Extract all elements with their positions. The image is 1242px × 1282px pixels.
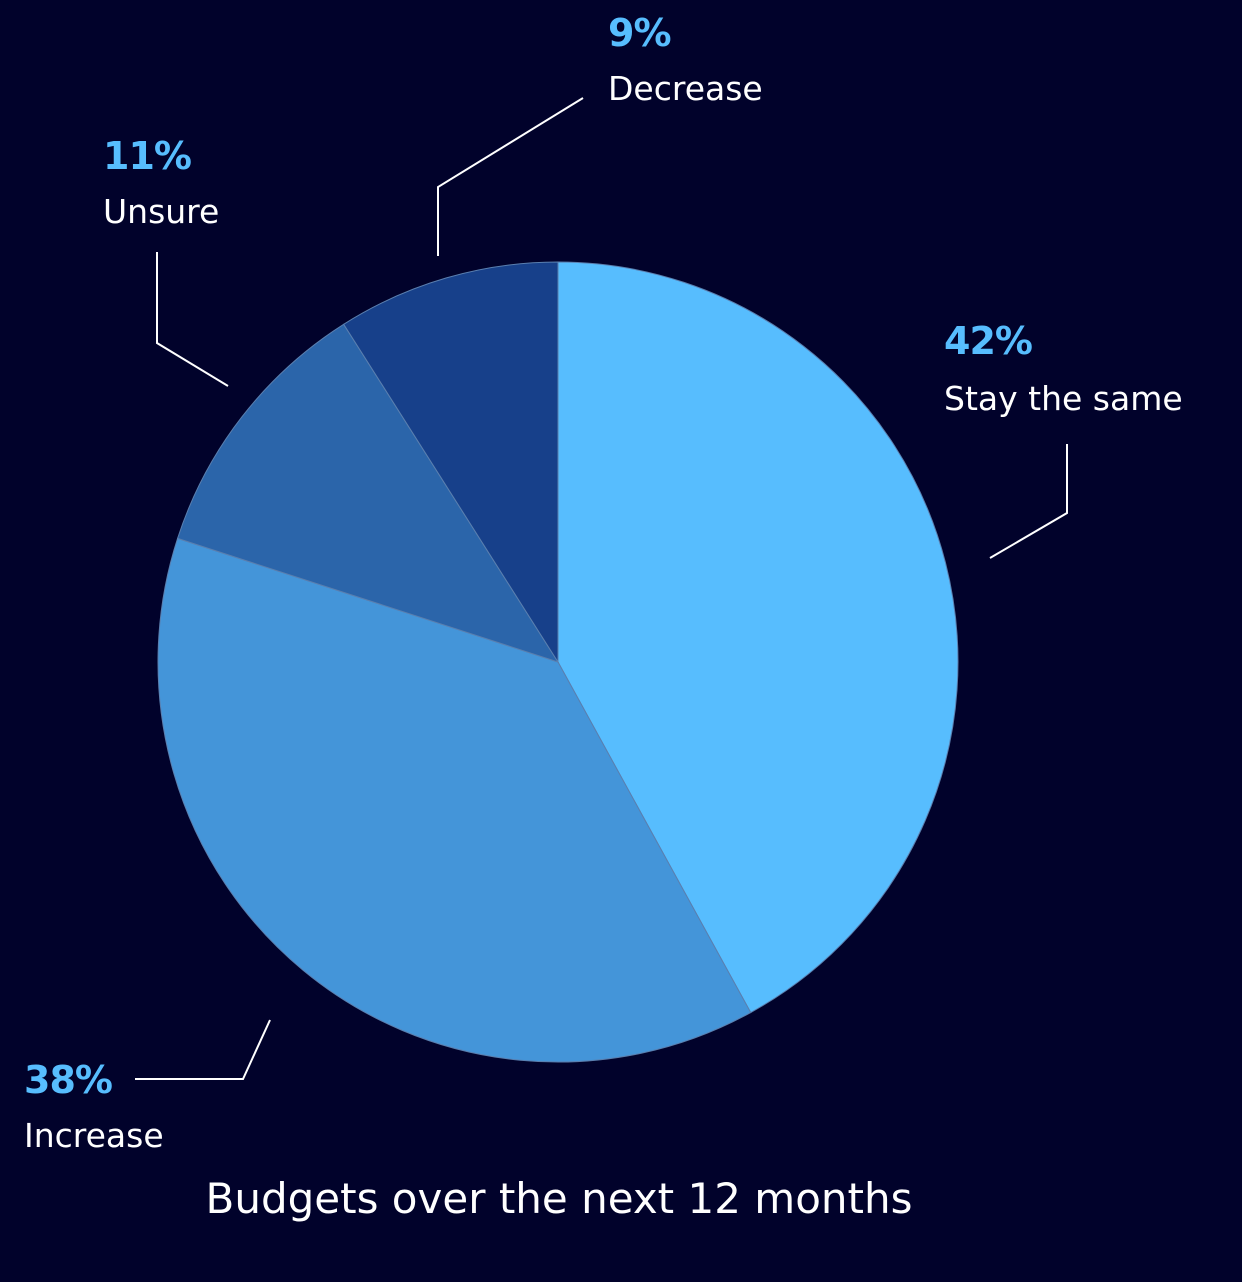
pie-slice-increase [157,537,752,1063]
pie-slices [157,261,959,1063]
pie-slice-stay-the-same [557,261,959,1014]
leader-line-decrease [437,97,584,256]
slice-value-label-increase: 38% [24,1058,113,1102]
chart-title: Budgets over the next 12 months [205,1174,913,1223]
pie-slice-decrease [342,261,559,664]
leader-line-unsure [156,252,229,387]
label-group-stay-the-same: 42% Stay the same [944,322,1183,415]
leader-line-stay-the-same [989,444,1068,559]
slice-category-label-increase: Increase [24,1116,164,1155]
leader-line-increase [135,1019,271,1080]
slice-value-label-unsure: 11% [103,134,192,178]
slice-value-label-stay-the-same: 42% [944,319,1033,363]
slice-category-label-unsure: Unsure [103,192,220,231]
label-group-decrease: 9% Decrease [608,14,763,105]
leader-lines [135,97,1068,1080]
label-group-increase: 38% Increase [24,1061,164,1152]
label-group-unsure: 11% Unsure [103,137,219,228]
slice-category-label-decrease: Decrease [608,69,763,108]
slice-category-label-stay-the-same: Stay the same [944,379,1183,418]
pie-slice-unsure [176,323,560,663]
slice-value-label-decrease: 9% [608,11,672,55]
